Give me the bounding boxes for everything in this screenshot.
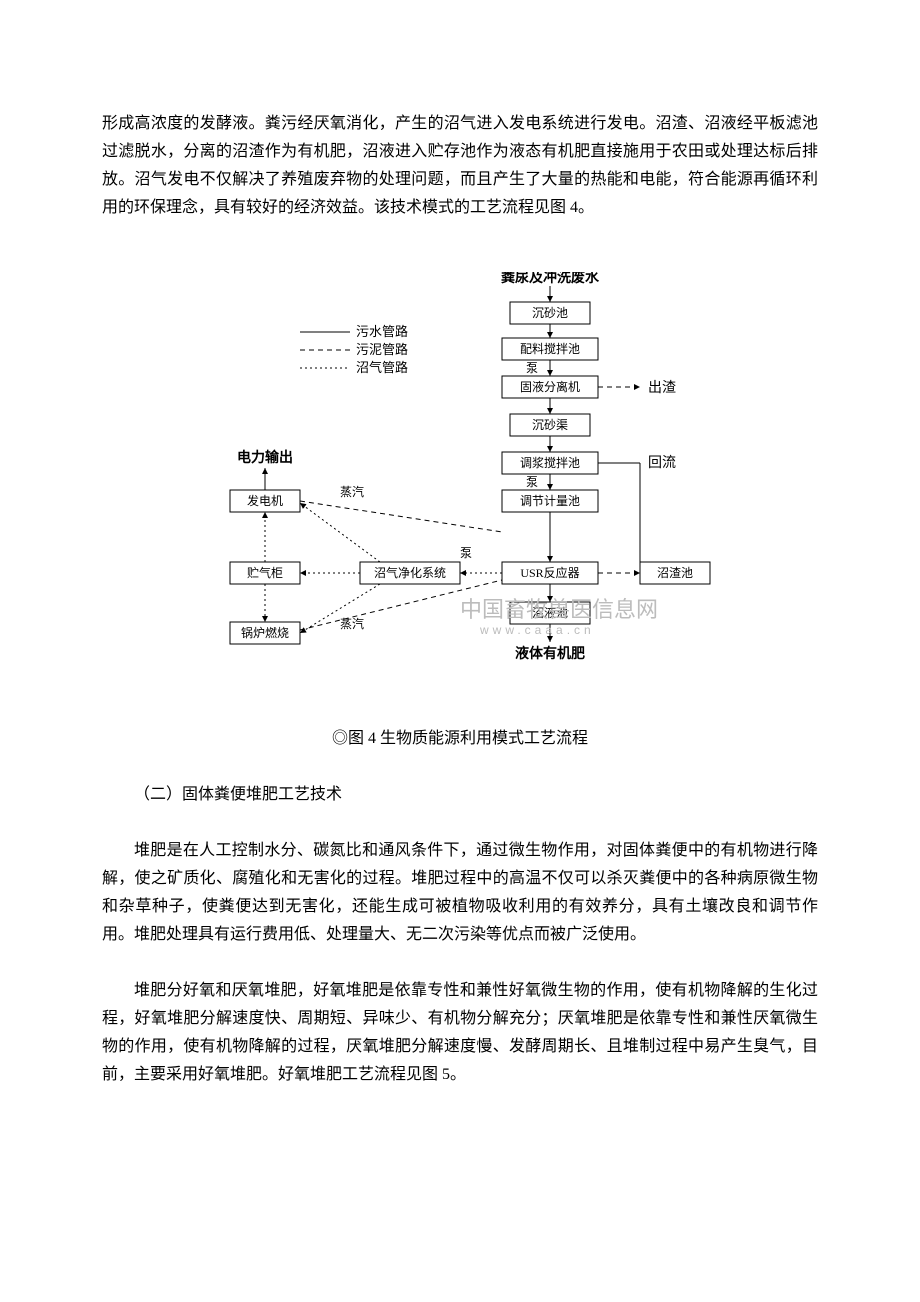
node-boiler: 锅炉燃烧: [241, 625, 289, 640]
node-generator: 发电机: [247, 493, 283, 508]
section-2-title: （二）固体粪便堆肥工艺技术: [102, 781, 818, 809]
para-spacer: [102, 949, 818, 977]
figure-4-caption: ◎图 4 生物质能源利用模式工艺流程: [102, 725, 818, 753]
watermark-small: www.caaa.cn: [479, 623, 595, 637]
steam-label-1: 蒸汽: [340, 484, 364, 499]
input-label: 粪尿及冲洗废水: [501, 272, 600, 286]
figure-4-container: 污水管路 污泥管路 沼气管路 粪尿及冲洗废水 沉砂池 配料搅拌池 泵 固液分离机: [102, 272, 818, 707]
node-residue-pool: 沼渣池: [657, 566, 693, 580]
legend-biogas: 沼气管路: [356, 360, 408, 375]
node-gas-purify: 沼气净化系统: [374, 565, 446, 580]
watermark-big: 中国畜牧兽医信息网: [460, 597, 658, 622]
pump-label-2: 泵: [526, 475, 538, 489]
document-page: 形成高浓度的发酵液。粪污经厌氧消化，产生的沼气进入发电系统进行发电。沼渣、沼液经…: [0, 0, 920, 1149]
label-recirculate: 回流: [648, 455, 676, 471]
legend: 污水管路 污泥管路 沼气管路: [300, 324, 408, 375]
steam-label-2: 蒸汽: [340, 616, 364, 631]
node-sediment-tank: 沉砂池: [532, 306, 568, 320]
label-liquid-fertilizer: 液体有机肥: [515, 645, 585, 662]
node-sand-channel: 沉砂渠: [532, 418, 568, 432]
legend-sewage: 污水管路: [356, 324, 408, 339]
node-metering-tank: 调节计量池: [520, 494, 580, 508]
paragraph-3: 堆肥分好氧和厌氧堆肥，好氧堆肥是依靠专性和兼性好氧微生物的作用，使有机物降解的生…: [102, 977, 818, 1089]
paragraph-1: 形成高浓度的发酵液。粪污经厌氧消化，产生的沼气进入发电系统进行发电。沼渣、沼液经…: [102, 110, 818, 222]
paragraph-2: 堆肥是在人工控制水分、碳氮比和通风条件下，通过微生物作用，对固体粪便中的有机物进…: [102, 837, 818, 949]
node-mixing-tank: 配料搅拌池: [520, 341, 580, 356]
node-usr-reactor: USR反应器: [520, 565, 579, 580]
pump-label-1: 泵: [526, 361, 538, 375]
legend-sludge: 污泥管路: [356, 342, 408, 357]
node-slurry-mix: 调浆搅拌池: [520, 455, 580, 470]
label-power-out: 电力输出: [237, 449, 293, 466]
figure-4-diagram: 污水管路 污泥管路 沼气管路 粪尿及冲洗废水 沉砂池 配料搅拌池 泵 固液分离机: [180, 272, 740, 702]
node-separator: 固液分离机: [520, 379, 580, 394]
label-slag-out: 出渣: [648, 380, 676, 396]
node-gas-holder: 贮气柜: [247, 565, 283, 580]
pump-label-3: 泵: [460, 546, 472, 560]
